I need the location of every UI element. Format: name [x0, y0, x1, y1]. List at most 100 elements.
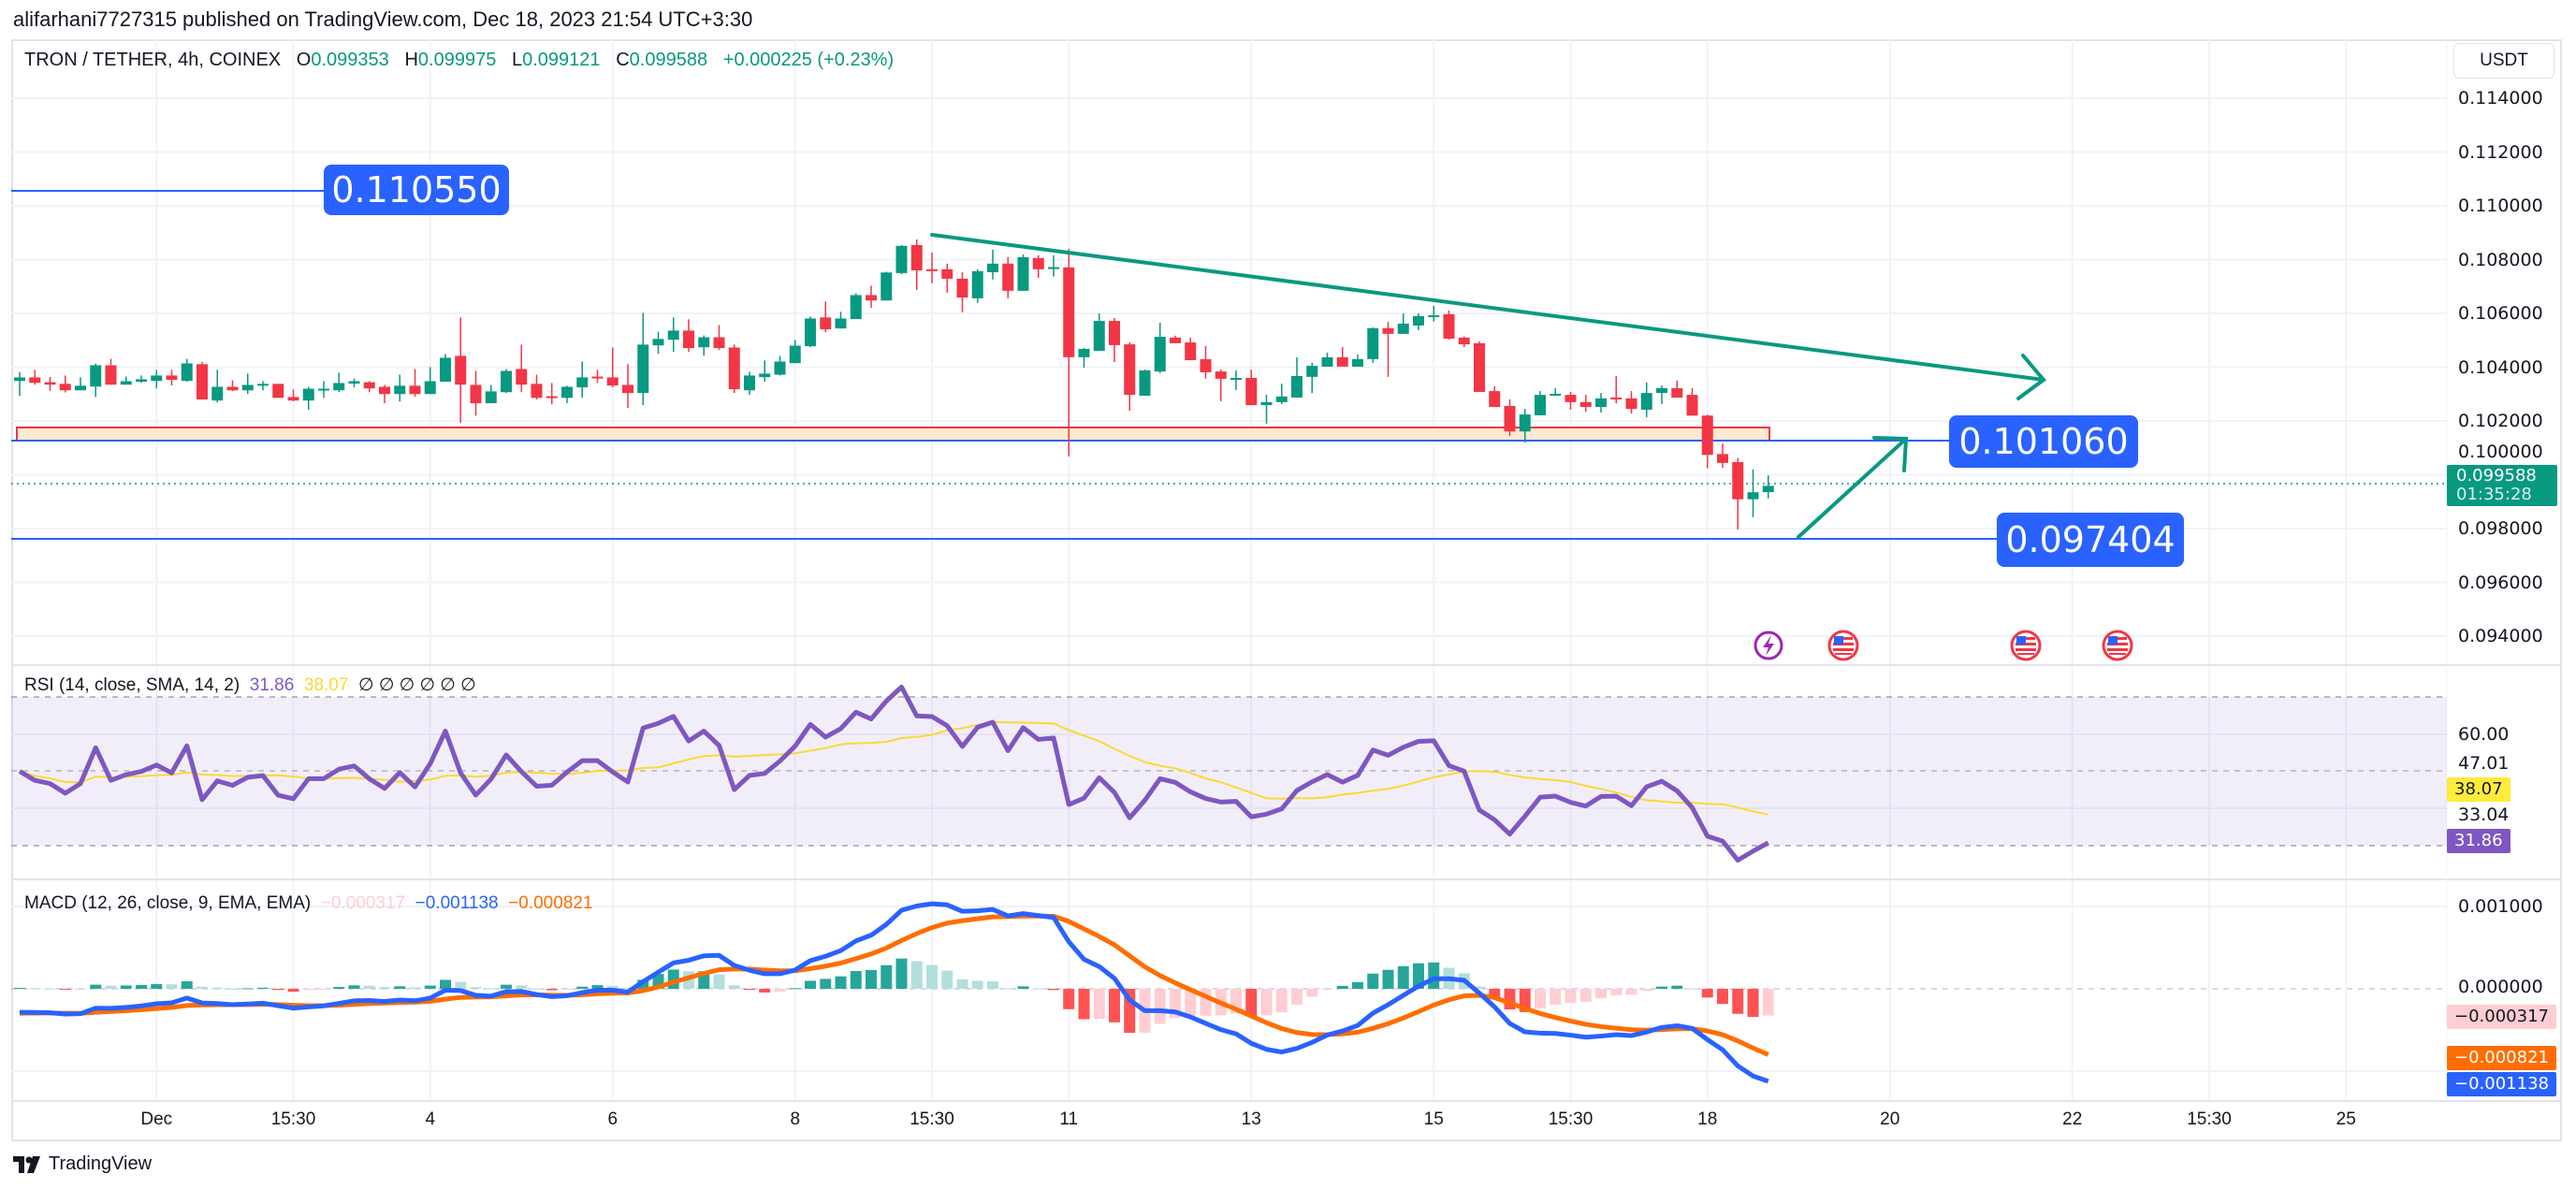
candle[interactable]: [1443, 310, 1455, 340]
candle[interactable]: [211, 370, 224, 403]
candle[interactable]: [196, 361, 208, 399]
candle[interactable]: [1489, 385, 1501, 408]
candle[interactable]: [546, 383, 558, 405]
candle[interactable]: [1382, 321, 1394, 377]
candle[interactable]: [941, 263, 953, 293]
candle[interactable]: [1565, 391, 1577, 410]
candle[interactable]: [59, 375, 71, 393]
candle[interactable]: [241, 373, 254, 395]
candle[interactable]: [226, 380, 239, 392]
candle[interactable]: [44, 376, 56, 391]
candle[interactable]: [1336, 346, 1348, 367]
candle[interactable]: [561, 385, 573, 404]
candle[interactable]: [1762, 475, 1774, 499]
candle[interactable]: [424, 367, 436, 395]
candle[interactable]: [501, 369, 512, 394]
candle[interactable]: [850, 293, 862, 320]
candle[interactable]: [1428, 305, 1440, 322]
candle[interactable]: [1732, 457, 1744, 529]
macd-legend[interactable]: MACD (12, 26, close, 9, EMA, EMA) −0.000…: [24, 893, 593, 914]
lightning-icon[interactable]: [1754, 631, 1783, 660]
candle[interactable]: [348, 378, 360, 388]
candle[interactable]: [409, 369, 421, 398]
uptrend-arrow[interactable]: [1797, 436, 1909, 539]
candle[interactable]: [470, 370, 482, 416]
candle[interactable]: [895, 244, 908, 275]
symbol-legend[interactable]: TRON / TETHER, 4h, COINEX O0.099353 H0.0…: [24, 50, 894, 71]
candle[interactable]: [622, 364, 633, 409]
candle[interactable]: [1550, 387, 1562, 396]
candle[interactable]: [606, 347, 619, 388]
candle[interactable]: [1458, 337, 1470, 347]
level-label-0110550[interactable]: 0.110550: [324, 165, 509, 215]
candle[interactable]: [1275, 384, 1288, 404]
candle[interactable]: [485, 384, 497, 404]
candle[interactable]: [29, 370, 41, 385]
candle[interactable]: [1321, 352, 1333, 367]
candle[interactable]: [971, 268, 983, 303]
candle[interactable]: [1048, 254, 1059, 277]
candle[interactable]: [1063, 249, 1075, 457]
candle[interactable]: [440, 354, 451, 383]
candle[interactable]: [1595, 393, 1607, 413]
candle[interactable]: [1474, 341, 1485, 392]
candle[interactable]: [1109, 317, 1120, 363]
candle[interactable]: [1671, 380, 1683, 398]
candle[interactable]: [667, 317, 679, 353]
candle[interactable]: [455, 317, 467, 424]
candle[interactable]: [956, 272, 968, 312]
candle[interactable]: [1579, 395, 1592, 412]
candle[interactable]: [1717, 443, 1728, 469]
candle[interactable]: [1367, 326, 1379, 363]
rsi-legend[interactable]: RSI (14, close, SMA, 14, 2) 31.86 38.07 …: [24, 674, 476, 696]
candle[interactable]: [1306, 362, 1318, 394]
candle[interactable]: [1170, 335, 1181, 343]
candle[interactable]: [1017, 254, 1029, 291]
candle[interactable]: [910, 239, 923, 290]
currency-button[interactable]: USDT: [2453, 43, 2554, 79]
candle[interactable]: [576, 361, 589, 399]
candle[interactable]: [637, 312, 649, 406]
candle[interactable]: [1185, 337, 1197, 361]
us-flag-icon[interactable]: [2102, 630, 2133, 661]
candle[interactable]: [1640, 382, 1652, 417]
candle[interactable]: [866, 285, 877, 308]
candle[interactable]: [363, 381, 375, 393]
candle[interactable]: [151, 370, 163, 389]
candle[interactable]: [531, 374, 543, 399]
candle[interactable]: [257, 381, 269, 391]
candle[interactable]: [302, 386, 314, 411]
us-flag-icon[interactable]: [2010, 630, 2042, 661]
candle[interactable]: [1215, 370, 1227, 402]
candle[interactable]: [1139, 370, 1151, 396]
candle[interactable]: [698, 335, 710, 356]
candle[interactable]: [272, 384, 284, 399]
candle[interactable]: [1397, 313, 1409, 334]
downtrend-arrow[interactable]: [930, 233, 2046, 400]
candle[interactable]: [90, 363, 102, 398]
candle[interactable]: [1535, 391, 1546, 415]
candle[interactable]: [181, 358, 193, 383]
candle[interactable]: [1610, 375, 1623, 404]
candle[interactable]: [1625, 391, 1637, 413]
us-flag-icon[interactable]: [1827, 630, 1859, 661]
candle[interactable]: [652, 331, 664, 355]
candle[interactable]: [516, 344, 528, 393]
candle[interactable]: [394, 374, 406, 402]
candle[interactable]: [1245, 370, 1258, 406]
candle[interactable]: [1686, 387, 1698, 416]
candle[interactable]: [166, 370, 178, 386]
candle[interactable]: [1124, 342, 1136, 412]
candle[interactable]: [835, 312, 847, 329]
candle[interactable]: [287, 389, 299, 402]
candle[interactable]: [105, 358, 117, 385]
candle[interactable]: [1078, 348, 1090, 369]
candle[interactable]: [333, 372, 345, 393]
candle[interactable]: [120, 376, 132, 385]
candle[interactable]: [820, 301, 832, 333]
candle[interactable]: [75, 377, 86, 391]
candle[interactable]: [789, 340, 801, 364]
candle[interactable]: [728, 344, 740, 394]
candle[interactable]: [1656, 385, 1667, 404]
